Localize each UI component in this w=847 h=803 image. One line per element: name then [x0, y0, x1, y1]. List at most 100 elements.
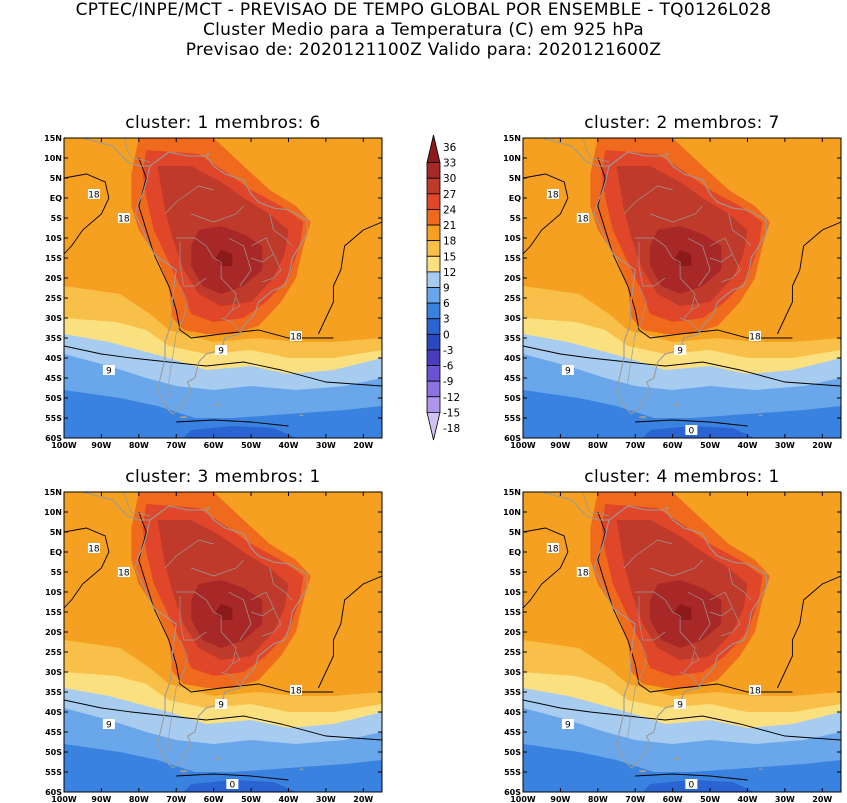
island — [206, 507, 210, 509]
header-title-line3: Previsao de: 2020121100Z Valido para: 20… — [185, 40, 662, 60]
contour-line — [317, 575, 382, 689]
contour-label: 9 — [677, 701, 683, 711]
contour-line — [64, 345, 382, 387]
country-border — [164, 185, 214, 215]
colorbar-swatch — [426, 240, 441, 257]
temperature-band — [674, 604, 692, 620]
lat-tick-label: 30S — [504, 668, 521, 677]
contour-label: 18 — [118, 215, 130, 225]
contour-label-box — [117, 567, 130, 577]
lat-tick-label: 15S — [45, 254, 62, 263]
country-border — [232, 651, 241, 665]
contour-line — [64, 527, 110, 609]
lat-tick-label: 10S — [504, 588, 521, 597]
map-panel-3: 18 18 18 9 9 0 15N 10N 5N EQ 5S 10S 15S 20S 25S 30S 35S 4… — [44, 488, 383, 803]
contour-line — [635, 773, 748, 781]
country-border — [220, 262, 237, 319]
country-border — [168, 285, 188, 398]
lat-tick-label: 5N — [50, 528, 62, 537]
lat-tick-label: 20S — [504, 274, 521, 283]
country-border — [191, 205, 244, 223]
colorbar-swatch — [426, 411, 441, 441]
lon-tick-label: 20W — [812, 441, 832, 450]
lon-tick-label: 100W — [510, 795, 536, 803]
coastline-central-america — [523, 138, 609, 167]
contour-label: 9 — [565, 367, 571, 377]
contour-line — [597, 511, 793, 693]
island — [665, 153, 669, 155]
lon-tick-label: 30W — [316, 441, 336, 450]
lon-tick-label: 80W — [588, 441, 608, 450]
island — [299, 768, 304, 770]
colorbar-swatch — [426, 287, 441, 304]
lon-tick-label: 90W — [91, 795, 111, 803]
contour-label: 18 — [749, 687, 761, 697]
colorbar-swatch — [426, 162, 441, 179]
lat-tick-label: 45S — [504, 374, 521, 383]
contour-label-box — [561, 365, 574, 375]
contour-label-box — [215, 699, 228, 709]
panel-3-title: cluster: 3 membros: 1 — [125, 467, 321, 487]
country-border — [635, 237, 681, 263]
contour-label-box — [685, 779, 698, 789]
lat-tick-label: 15N — [503, 488, 521, 497]
lat-tick-label: 5N — [509, 528, 521, 537]
contour-label: 0 — [688, 781, 694, 791]
contour-line — [64, 173, 110, 255]
lat-tick-label: 25S — [504, 648, 521, 657]
colorbar-label: 3 — [443, 314, 450, 326]
lat-tick-label: EQ — [509, 548, 521, 557]
lat-tick-label: EQ — [50, 194, 62, 203]
lon-tick-label: 90W — [550, 795, 570, 803]
colorbar-label: -18 — [443, 423, 460, 435]
temperature-band — [215, 250, 233, 266]
contour-label: 0 — [229, 781, 235, 791]
contour-label: 18 — [749, 333, 761, 343]
island — [758, 414, 763, 417]
lon-tick-label: 80W — [129, 441, 149, 450]
temperature-band — [64, 744, 382, 792]
contour-label-box — [561, 719, 574, 729]
contour-line — [597, 157, 793, 339]
contour-line — [138, 511, 334, 693]
country-border — [220, 671, 241, 687]
contour-label: 18 — [547, 545, 559, 555]
temperature-band — [674, 250, 692, 266]
lon-tick-label: 60W — [204, 441, 224, 450]
lon-tick-label: 50W — [700, 795, 720, 803]
contour-line — [64, 699, 382, 741]
island — [214, 403, 221, 406]
lat-tick-label: 15S — [504, 254, 521, 263]
colorbar-label: 24 — [443, 204, 457, 216]
coastline-caribbean — [567, 492, 610, 517]
colorbar-label: 30 — [443, 173, 456, 185]
island — [758, 768, 763, 770]
lat-tick-label: 50S — [45, 748, 62, 757]
lat-tick-label: 35S — [504, 334, 521, 343]
contour-label: 18 — [118, 569, 130, 579]
lon-tick-label: 20W — [353, 441, 373, 450]
island — [214, 757, 221, 760]
temperature-band — [523, 390, 841, 438]
contour-label: 9 — [565, 721, 571, 731]
colorbar-swatch — [426, 349, 441, 366]
country-border — [679, 671, 700, 687]
contour-line — [176, 773, 289, 781]
contour-label: 18 — [577, 569, 589, 579]
contour-label-box — [87, 189, 100, 199]
lat-tick-label: 15S — [504, 608, 521, 617]
lat-tick-label: 55S — [504, 414, 521, 423]
country-border — [638, 242, 666, 287]
contour-label-box — [674, 345, 687, 355]
country-border — [262, 607, 282, 637]
colorbar-label: 21 — [443, 220, 456, 232]
lat-tick-label: 45S — [45, 374, 62, 383]
country-border — [176, 591, 222, 617]
island — [299, 414, 304, 417]
contour-label-box — [226, 779, 239, 789]
temperature-band — [215, 604, 233, 620]
country-border — [168, 639, 188, 752]
lat-tick-label: 5S — [510, 568, 522, 577]
